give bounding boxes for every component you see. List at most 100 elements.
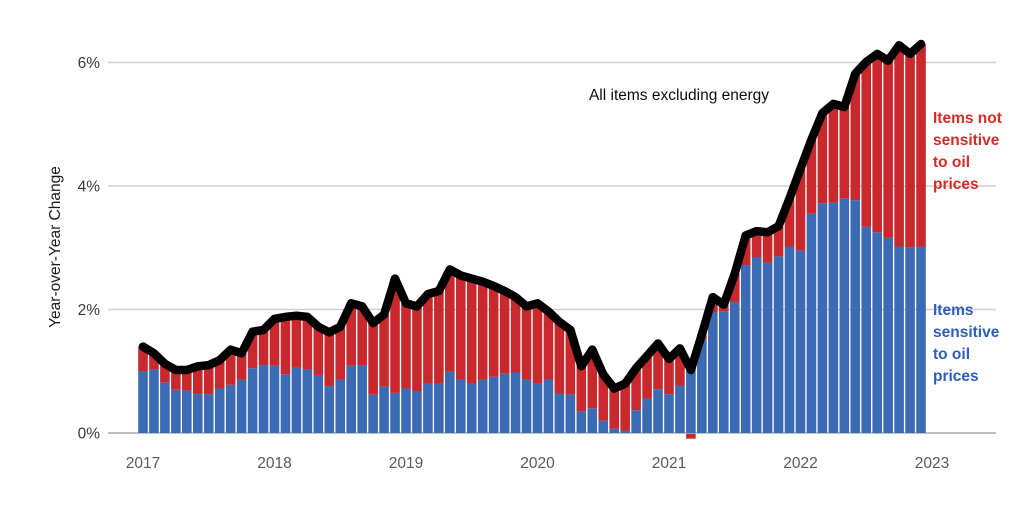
bar-sensitive-48 <box>664 394 674 433</box>
bar-sensitive-66 <box>861 226 872 433</box>
bar-not-sensitive-34 <box>510 297 521 373</box>
bar-not-sensitive-24 <box>401 303 411 389</box>
bar-not-sensitive-1 <box>149 353 159 370</box>
bar-sensitive-35 <box>521 379 532 433</box>
bar-sensitive-51 <box>697 339 707 433</box>
bar-sensitive-49 <box>675 385 685 433</box>
bar-not-sensitive-38 <box>554 321 565 394</box>
bar-sensitive-16 <box>313 374 324 433</box>
bar-not-sensitive-58 <box>773 226 784 257</box>
bar-not-sensitive-36 <box>532 303 543 383</box>
label-items-sensitive-line-1: sensitive <box>933 324 1000 341</box>
bar-sensitive-36 <box>532 382 543 433</box>
bar-sensitive-24 <box>401 388 411 433</box>
bar-not-sensitive-6 <box>203 365 214 395</box>
bar-not-sensitive-60 <box>795 168 806 251</box>
bar-not-sensitive-18 <box>335 326 346 380</box>
bar-sensitive-63 <box>828 202 839 433</box>
bar-not-sensitive-50 <box>686 433 696 439</box>
bar-not-sensitive-54 <box>729 273 740 303</box>
bar-not-sensitive-7 <box>214 360 225 389</box>
bar-not-sensitive-61 <box>806 139 817 214</box>
x-tick-label-2023: 2023 <box>915 455 949 472</box>
label-items-sensitive-line-2: to oil <box>933 346 970 363</box>
bar-not-sensitive-69 <box>894 45 904 247</box>
bar-not-sensitive-14 <box>291 315 302 368</box>
y-tick-label-0%: 0% <box>78 426 101 443</box>
bar-not-sensitive-25 <box>412 306 422 392</box>
right-side-series-labels: Items not sensitive to oil prices Items sensi… <box>933 110 1002 385</box>
y-axis-title: Year-over-Year Change <box>47 166 64 328</box>
bar-sensitive-28 <box>445 371 455 433</box>
bar-sensitive-53 <box>718 311 729 433</box>
bar-not-sensitive-30 <box>466 278 477 383</box>
bar-not-sensitive-28 <box>445 269 455 372</box>
label-items-sensitive-line-0: Items <box>933 302 974 319</box>
bar-not-sensitive-27 <box>434 290 444 383</box>
bar-not-sensitive-39 <box>565 329 576 395</box>
bar-not-sensitive-3 <box>171 370 181 390</box>
bar-not-sensitive-17 <box>324 332 335 387</box>
bar-not-sensitive-70 <box>905 53 915 248</box>
bar-sensitive-19 <box>346 365 357 433</box>
axis-labels: 0% 2% 4% 6% 2017 2018 2019 2020 2021 2022 2023 <box>78 55 950 472</box>
bar-sensitive-64 <box>839 198 850 433</box>
bar-sensitive-42 <box>598 420 609 433</box>
label-items-not-sensitive-line-3: prices <box>933 176 979 193</box>
bar-not-sensitive-67 <box>872 53 882 233</box>
bar-sensitive-14 <box>291 367 302 433</box>
bar-not-sensitive-13 <box>280 316 291 375</box>
bar-sensitive-9 <box>236 379 247 433</box>
bar-not-sensitive-63 <box>828 103 839 203</box>
bar-sensitive-45 <box>631 410 641 433</box>
bar-sensitive-27 <box>434 382 444 433</box>
bar-not-sensitive-44 <box>620 383 630 431</box>
bar-sensitive-44 <box>620 430 630 433</box>
bar-sensitive-1 <box>149 369 159 433</box>
bar-sensitive-20 <box>357 365 367 433</box>
bar-sensitive-38 <box>554 393 565 433</box>
bar-sensitive-46 <box>642 398 652 433</box>
y-tick-label-4%: 4% <box>78 179 101 196</box>
x-tick-label-2018: 2018 <box>257 455 291 472</box>
bar-not-sensitive-23 <box>390 278 400 393</box>
bar-not-sensitive-48 <box>664 358 674 395</box>
bar-sensitive-2 <box>160 382 170 433</box>
bar-sensitive-18 <box>335 379 346 433</box>
bar-sensitive-50 <box>686 365 696 433</box>
bar-not-sensitive-56 <box>751 231 762 258</box>
bar-not-sensitive-11 <box>258 329 269 366</box>
bar-not-sensitive-4 <box>182 370 192 391</box>
bar-sensitive-13 <box>280 374 291 433</box>
bar-sensitive-0 <box>138 371 148 433</box>
bar-not-sensitive-43 <box>609 388 619 429</box>
bar-not-sensitive-10 <box>247 331 258 369</box>
bar-sensitive-47 <box>653 389 663 433</box>
bar-sensitive-6 <box>203 394 214 433</box>
bar-not-sensitive-20 <box>357 306 367 366</box>
bar-sensitive-31 <box>477 379 488 433</box>
bar-sensitive-58 <box>773 256 784 433</box>
bar-sensitive-32 <box>488 376 499 433</box>
bar-sensitive-61 <box>806 213 817 433</box>
bar-sensitive-4 <box>182 390 192 433</box>
bar-not-sensitive-59 <box>784 198 795 247</box>
bar-not-sensitive-16 <box>313 326 324 375</box>
bar-not-sensitive-57 <box>762 232 773 263</box>
bar-sensitive-21 <box>368 394 378 433</box>
bar-sensitive-17 <box>324 386 335 433</box>
bar-not-sensitive-29 <box>455 275 466 380</box>
bar-sensitive-71 <box>916 246 926 433</box>
bar-sensitive-67 <box>872 232 882 433</box>
bar-not-sensitive-64 <box>839 106 850 199</box>
x-tick-label-2022: 2022 <box>783 455 817 472</box>
x-tick-label-2020: 2020 <box>520 455 555 472</box>
bar-not-sensitive-49 <box>675 348 685 386</box>
stacked-bars <box>138 43 926 439</box>
bar-not-sensitive-5 <box>192 366 203 395</box>
bar-sensitive-68 <box>883 237 893 433</box>
x-tick-label-2021: 2021 <box>652 455 686 472</box>
x-tick-label-2017: 2017 <box>126 455 160 472</box>
